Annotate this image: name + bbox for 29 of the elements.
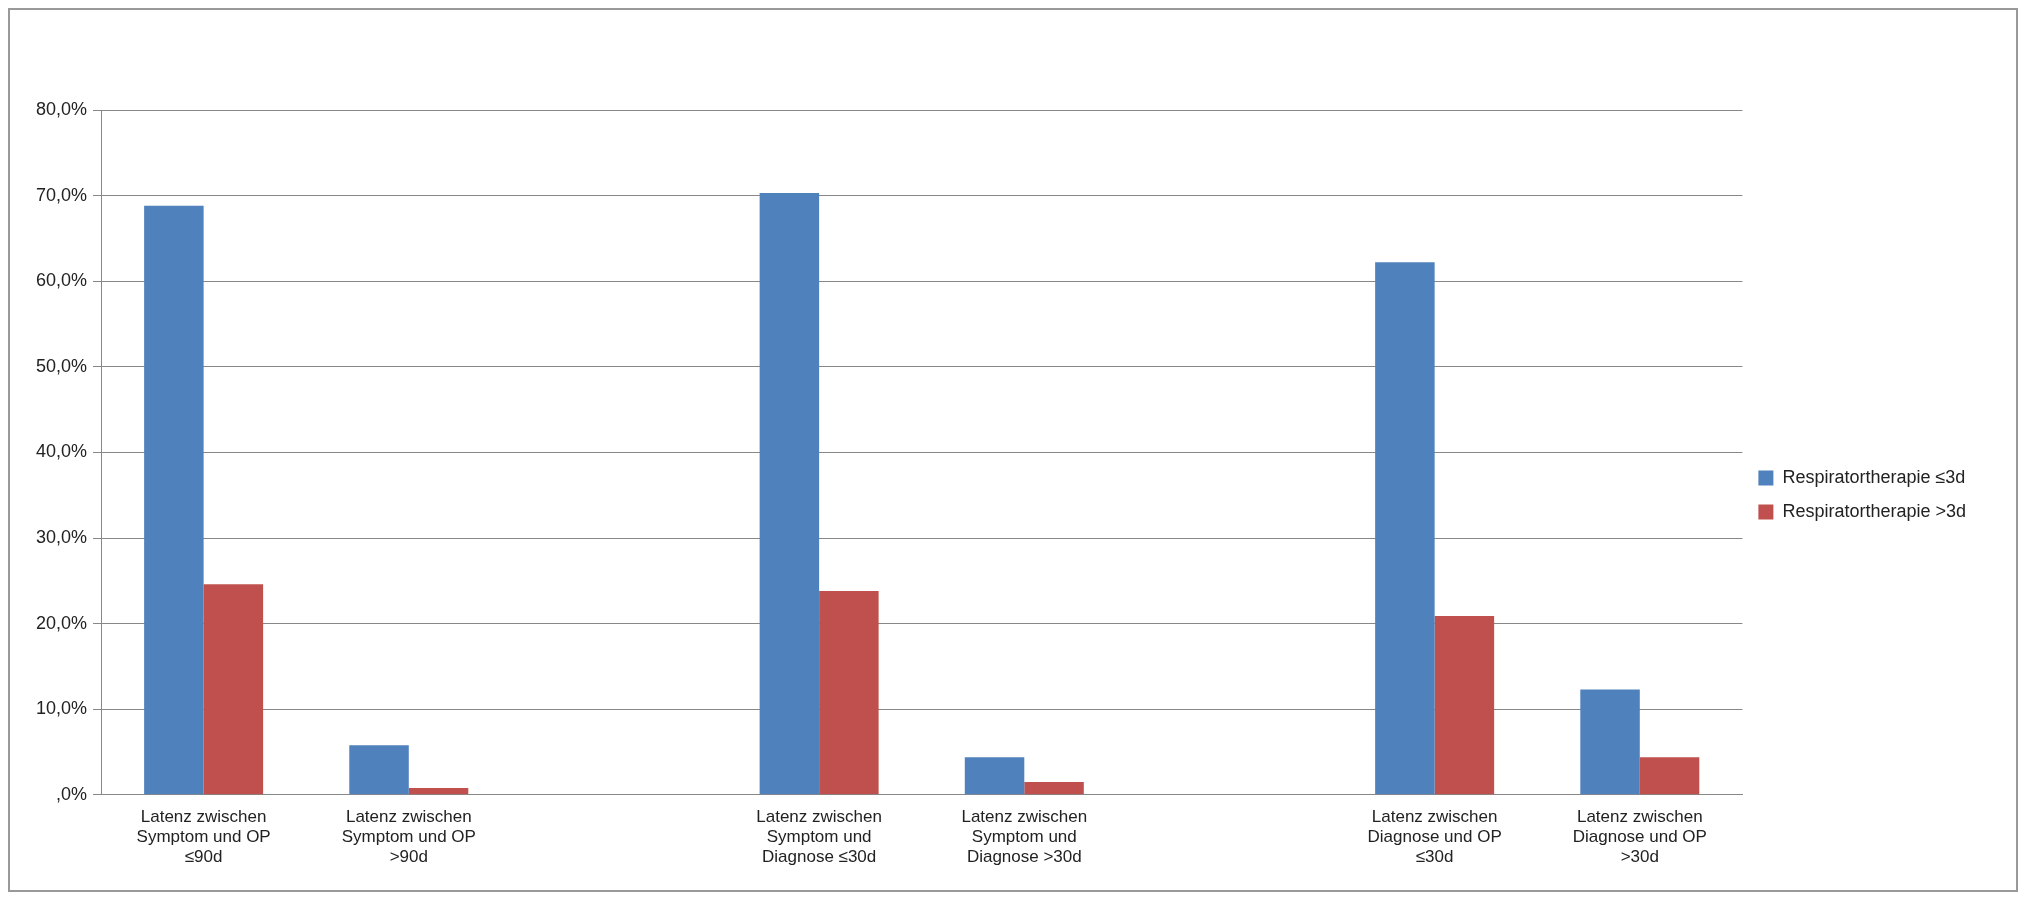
bar (964, 757, 1025, 795)
bar (144, 205, 204, 795)
y-tick-label: 80,0% (35, 98, 88, 119)
legend-label: Respiratortherapie >3d (1782, 500, 1967, 521)
y-tick-label: 50,0% (35, 355, 88, 376)
bar (203, 584, 264, 795)
bar (1434, 615, 1495, 795)
x-tick-label: Latenz zwischen Symptom und Diagnose >30d (961, 806, 1088, 867)
x-tick-label: Latenz zwischen Diagnose und OP ≤30d (1367, 806, 1502, 867)
x-tick-label: Latenz zwischen Diagnose und OP >30d (1572, 806, 1707, 867)
bar (819, 591, 879, 795)
y-tick-label: 40,0% (35, 441, 88, 462)
y-tick-label: 20,0% (35, 612, 88, 633)
bar (1375, 262, 1435, 795)
y-tick-label: 30,0% (35, 526, 88, 547)
x-tick-label: Latenz zwischen Symptom und OP ≤90d (136, 806, 271, 867)
bar (408, 787, 469, 795)
y-tick-label: 70,0% (35, 184, 88, 205)
y-tick-label: 60,0% (35, 270, 88, 291)
x-tick-label: Latenz zwischen Symptom und OP >90d (341, 806, 476, 867)
bar (1024, 781, 1084, 795)
x-tick-label: Latenz zwischen Symptom und Diagnose ≤30d (756, 806, 882, 867)
y-tick-label: ,0% (56, 783, 88, 804)
bar (1580, 689, 1640, 795)
y-tick-label: 10,0% (35, 698, 88, 719)
legend-label: Respiratortherapie ≤3d (1782, 466, 1966, 487)
bar (759, 193, 820, 795)
bar (1639, 757, 1700, 795)
bar (349, 745, 409, 795)
